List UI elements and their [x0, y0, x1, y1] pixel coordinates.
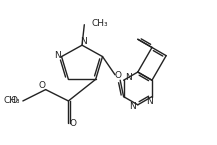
- Text: N: N: [125, 74, 132, 83]
- Text: N: N: [81, 37, 87, 46]
- Text: N: N: [146, 97, 153, 106]
- Text: N: N: [129, 102, 136, 111]
- Text: O: O: [115, 71, 122, 80]
- Text: O: O: [70, 119, 77, 128]
- Text: CH₃: CH₃: [91, 19, 108, 28]
- Text: O: O: [38, 81, 45, 90]
- Text: N: N: [54, 51, 61, 60]
- Text: CH₃: CH₃: [4, 96, 21, 105]
- Text: O: O: [10, 96, 17, 105]
